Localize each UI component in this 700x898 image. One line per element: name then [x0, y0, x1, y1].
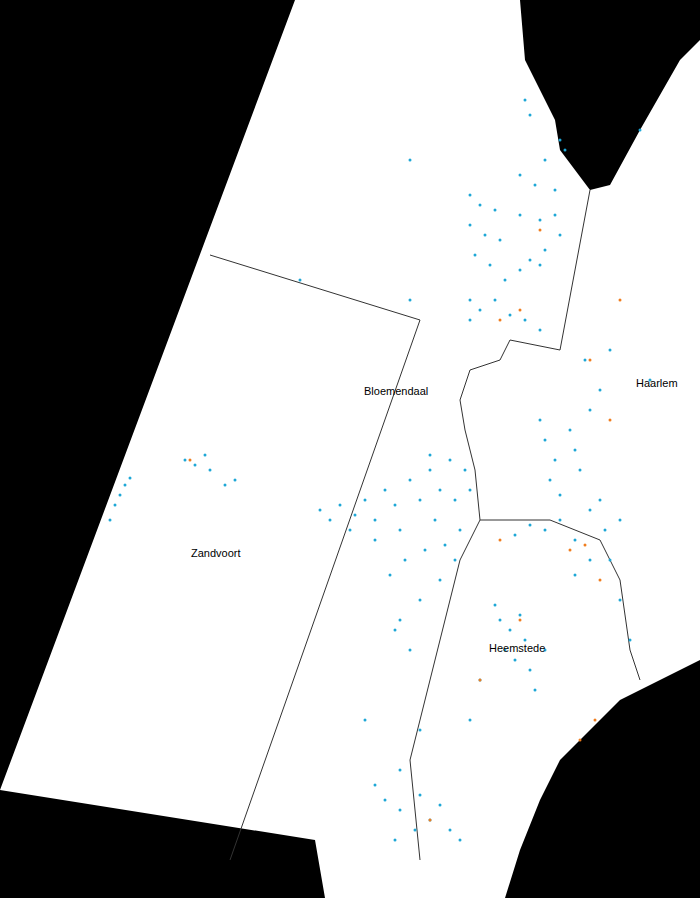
- svg-text:Heemstede: Heemstede: [489, 642, 545, 654]
- svg-text:Haarlem: Haarlem: [636, 377, 678, 389]
- svg-text:Bloemendaal: Bloemendaal: [364, 385, 428, 397]
- svg-text:Zandvoort: Zandvoort: [191, 547, 241, 559]
